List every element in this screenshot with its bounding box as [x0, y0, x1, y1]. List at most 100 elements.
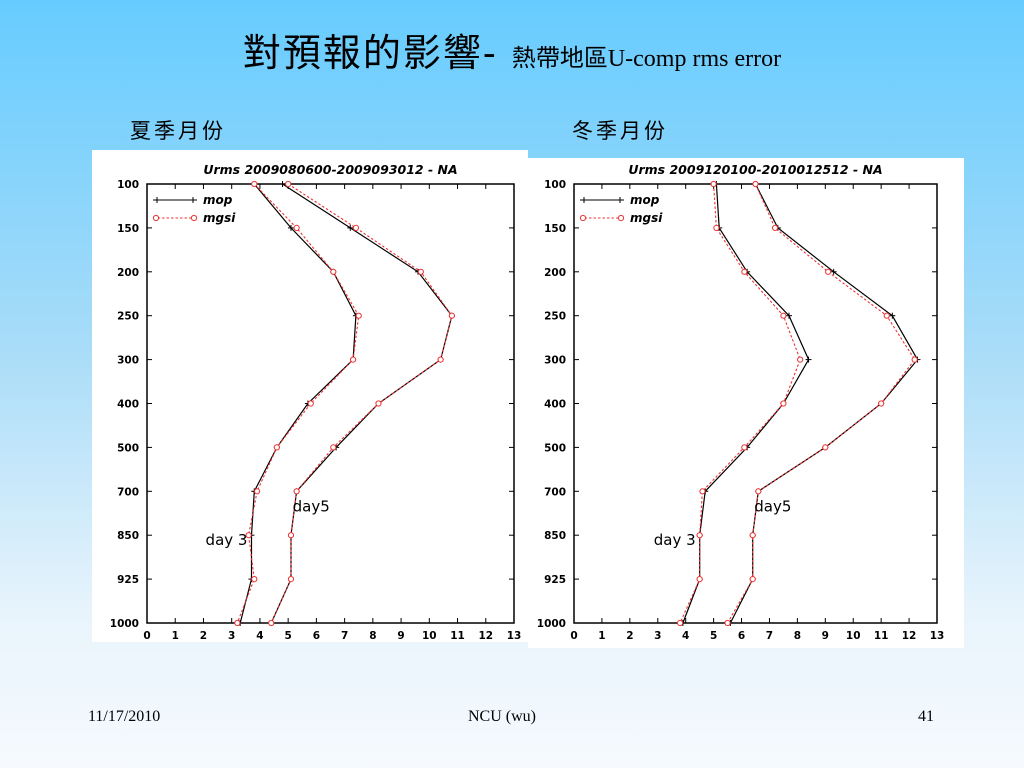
- x-tick-label: 5: [284, 630, 291, 642]
- mop-point: [786, 312, 793, 319]
- legend-mgsi-marker: [190, 214, 198, 222]
- mgsi-point: [878, 400, 885, 407]
- x-tick-label: 11: [874, 630, 889, 642]
- mgsi-point: [741, 444, 748, 451]
- annotation-day3: day 3: [654, 531, 696, 549]
- x-tick-label: 8: [794, 630, 801, 642]
- slide-title: 對預報的影響- 熱帶地區U-comp rms error: [0, 22, 1024, 77]
- mgsi-point: [251, 180, 258, 188]
- mgsi-point: [752, 180, 759, 188]
- x-tick-label: 1: [172, 630, 179, 642]
- x-tick-label: 12: [902, 630, 917, 642]
- mgsi-point: [724, 619, 731, 627]
- winter-chart-panel: Urms 2009120100-2010012512 - NA 100 150 200…: [528, 158, 964, 648]
- y-tick-label: 500: [117, 442, 139, 454]
- mop-point: [889, 312, 896, 319]
- y-tick-label: 500: [544, 442, 566, 454]
- legend-mgsi-marker: [617, 214, 625, 222]
- x-tick-label: 6: [738, 630, 745, 642]
- mop-day3-line: [682, 183, 810, 624]
- summer-chart-panel: Urms 2009080600-2009093012 - NA 100 150 200…: [92, 150, 528, 642]
- legend-mgsi-marker: [152, 214, 160, 222]
- mgsi-point: [254, 488, 261, 495]
- summer-chart: Urms 2009080600-2009093012 - NA100150200…: [110, 162, 522, 642]
- mgsi-point: [771, 224, 779, 232]
- mgsi-point: [375, 400, 382, 407]
- x-tick-label: 12: [478, 630, 493, 642]
- mgsi-point: [437, 356, 444, 363]
- legend-mop-label: mop: [630, 193, 660, 207]
- slide-title-rest: 熱帶地區U-comp rms error: [511, 46, 782, 72]
- mgsi-point: [349, 356, 357, 363]
- winter-chart: Urms 2009120100-2010012512 - NA100150200…: [537, 162, 945, 642]
- y-tick-label: 100: [117, 179, 139, 191]
- y-tick-label: 200: [544, 267, 566, 279]
- y-tick-label: 1000: [537, 618, 566, 630]
- x-tick-label: 6: [313, 630, 320, 642]
- x-tick-label: 8: [369, 630, 376, 642]
- footer-center: NCU (wu): [468, 708, 536, 725]
- x-tick-label: 3: [228, 630, 235, 642]
- y-tick-label: 700: [117, 486, 139, 498]
- x-tick-label: 11: [450, 630, 465, 642]
- mgsi-point: [234, 619, 241, 627]
- slide-title-dash: -: [482, 31, 512, 75]
- y-tick-label: 150: [117, 223, 139, 235]
- chart-title: Urms 2009120100-2010012512 - NA: [628, 162, 882, 177]
- mgsi-point: [749, 576, 756, 583]
- legend-mgsi-label: mgsi: [203, 211, 236, 225]
- mgsi-point: [696, 576, 703, 583]
- mgsi-point: [448, 312, 455, 319]
- mop-point: [347, 224, 354, 231]
- annotation-day5: day5: [754, 497, 791, 515]
- x-tick-label: 2: [200, 630, 207, 642]
- legend-mgsi-marker: [579, 214, 587, 222]
- mgsi-point: [780, 312, 787, 319]
- x-tick-label: 2: [626, 630, 633, 642]
- y-tick-label: 300: [117, 355, 139, 367]
- x-tick-label: 0: [570, 630, 577, 642]
- mgsi-day5-line: [270, 183, 453, 624]
- mgsi-point: [780, 400, 787, 407]
- mgsi-point: [713, 224, 720, 232]
- mgsi-point: [251, 576, 258, 583]
- mgsi-point: [749, 532, 756, 539]
- annotation-day5: day5: [293, 497, 330, 515]
- mgsi-point: [696, 532, 703, 539]
- y-tick-label: 100: [544, 179, 566, 191]
- x-tick-label: 5: [710, 630, 717, 642]
- x-tick-label: 3: [654, 630, 661, 642]
- annotation-day3: day 3: [206, 531, 248, 549]
- y-tick-label: 400: [117, 399, 139, 411]
- mop-day5-line: [270, 183, 453, 624]
- x-tick-label: 10: [846, 630, 861, 642]
- plot-frame: [146, 183, 515, 624]
- mgsi-day5-line: [727, 183, 916, 624]
- mgsi-point: [797, 356, 804, 363]
- x-tick-label: 0: [143, 630, 150, 642]
- x-tick-label: 9: [822, 630, 829, 642]
- chart-title: Urms 2009080600-2009093012 - NA: [203, 162, 457, 177]
- mop-point: [805, 356, 812, 363]
- x-tick-label: 7: [766, 630, 773, 642]
- y-tick-label: 1000: [110, 618, 139, 630]
- x-tick-label: 13: [507, 630, 522, 642]
- y-tick-label: 200: [117, 267, 139, 279]
- mgsi-point: [330, 444, 337, 451]
- mgsi-point: [825, 268, 832, 275]
- mgsi-point: [245, 532, 252, 539]
- legend-mop-label: mop: [203, 193, 233, 207]
- mgsi-point: [307, 400, 314, 407]
- y-tick-label: 250: [117, 311, 139, 323]
- mgsi-point: [352, 224, 360, 232]
- y-tick-label: 150: [544, 223, 566, 235]
- mgsi-point: [293, 488, 300, 495]
- mop-point: [287, 224, 294, 231]
- y-tick-label: 700: [544, 486, 566, 498]
- winter-label: 冬季月份: [572, 119, 668, 143]
- y-tick-label: 250: [544, 311, 566, 323]
- mgsi-point: [677, 619, 684, 627]
- mgsi-point: [755, 488, 762, 495]
- mgsi-point: [710, 180, 717, 188]
- mgsi-point: [268, 619, 275, 627]
